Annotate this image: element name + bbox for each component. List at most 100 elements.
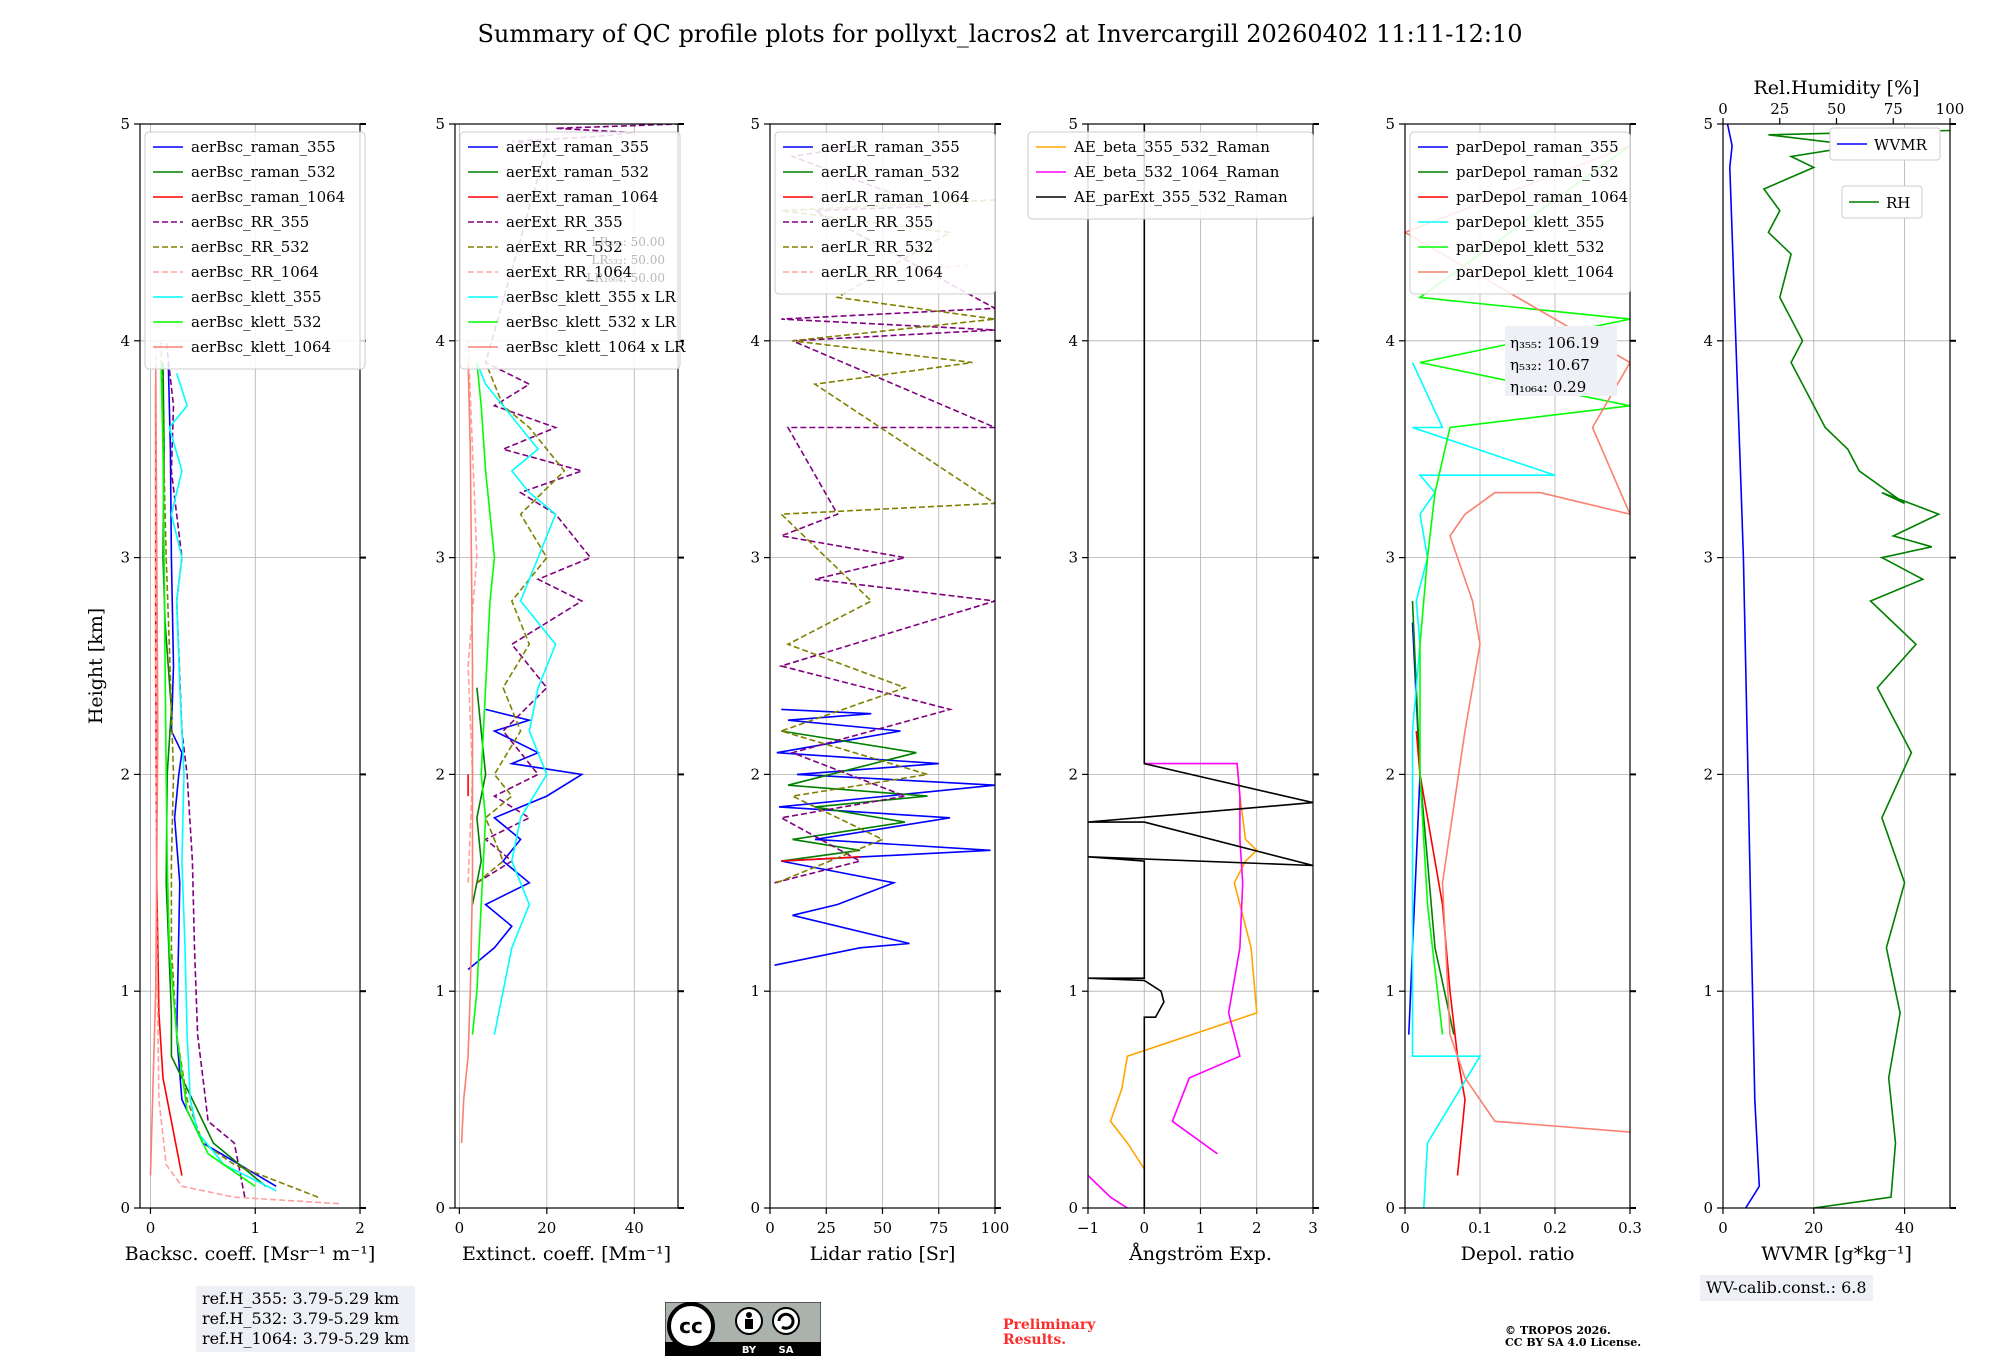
y-tick-label: 4 (120, 332, 130, 350)
legend-label: aerBsc_raman_532 (191, 163, 336, 181)
legend-box (459, 131, 681, 370)
figure-title: Summary of QC profile plots for pollyxt_… (477, 20, 1523, 48)
y-tick-label: 4 (435, 332, 445, 350)
series-parDepol_raman_355 (1408, 622, 1421, 1035)
x-tick-label: 20 (1804, 1219, 1823, 1237)
legend-label: aerExt_raman_532 (506, 163, 649, 181)
y-tick-label: 2 (435, 765, 445, 783)
y-tick-label: 5 (435, 115, 445, 133)
x-tick-label: 1 (250, 1219, 260, 1237)
eta-label: η₁₀₆₄: 0.29 (1510, 378, 1586, 396)
lr-label: LR₃₅₅: 50.00 (591, 235, 665, 249)
legend-label: aerBsc_klett_1064 (191, 338, 331, 356)
x-tick-label: −1 (1077, 1219, 1099, 1237)
series-parDepol_klett_532 (1417, 145, 1630, 1035)
y-tick-label: 3 (120, 549, 130, 567)
x-tick-label: 0.3 (1618, 1219, 1642, 1237)
legend-label: aerBsc_RR_1064 (191, 263, 319, 281)
series-aerLR_RR_532 (776, 199, 995, 884)
series-aerLR_raman_355 (774, 708, 995, 966)
x-tick-label: 3 (1308, 1219, 1318, 1237)
x2-axis-label: Rel.Humidity [%] (1753, 77, 1919, 99)
series-aerBsc_RR_1064 (154, 340, 340, 1205)
y-tick-label: 1 (120, 982, 130, 1000)
legend-label: aerLR_RR_532 (821, 238, 933, 256)
y-tick-label: 1 (1703, 982, 1713, 1000)
x-axis-label: Backsc. coeff. [Msr⁻¹ m⁻¹] (125, 1243, 376, 1265)
legend-label: aerLR_RR_355 (821, 213, 933, 231)
x-tick-label: 100 (981, 1219, 1010, 1237)
x-tick-label: 0 (146, 1219, 156, 1237)
y-tick-label: 5 (750, 115, 760, 133)
series-group (1405, 144, 1630, 1208)
y-tick-label: 3 (1703, 549, 1713, 567)
series-AE_tail (1088, 1174, 1128, 1208)
legend-label: aerBsc_raman_1064 (191, 188, 345, 206)
ref-height-1064: ref.H_1064: 3.79-5.29 km (202, 1329, 410, 1348)
legend-label: AE_beta_355_532_Raman (1073, 138, 1270, 156)
y-tick-label: 4 (1068, 332, 1078, 350)
x2-tick-label: 0 (1718, 100, 1728, 118)
y-tick-label: 3 (750, 549, 760, 567)
legend: aerBsc_raman_355 aerBsc_raman_532 aerBsc_r… (144, 131, 366, 370)
legend-label: aerLR_raman_532 (821, 163, 960, 181)
legend-label: aerLR_RR_1064 (821, 263, 943, 281)
y-tick-label: 0 (1703, 1199, 1713, 1217)
x-tick-label: 2 (355, 1219, 365, 1237)
y-tick-label: 2 (1068, 765, 1078, 783)
x-axis-label: Lidar ratio [Sr] (810, 1243, 956, 1265)
x-tick-label: 50 (873, 1219, 892, 1237)
panel-1: 0 1 2 3 4 5 0 1 2 Backsc. coeff. [Msr⁻¹ m⁻¹] Heigh… (85, 115, 375, 1265)
x-tick-label: 40 (1895, 1219, 1914, 1237)
legend-box (774, 131, 996, 295)
series-parDepol_klett_355 (1411, 362, 1556, 1208)
x-tick-label: 0 (1139, 1219, 1149, 1237)
ref-height-532: ref.H_532: 3.79-5.29 km (202, 1309, 400, 1328)
series-WVMR (1726, 124, 1761, 1208)
y-tick-label: 0 (1068, 1199, 1078, 1217)
series-aerLR_raman_1064 (781, 856, 861, 862)
preliminary-note: Preliminary Results. (1003, 1318, 1095, 1348)
axes-frame (1722, 123, 1951, 1209)
y-tick-label: 1 (750, 982, 760, 1000)
legend-label: parDepol_raman_532 (1456, 163, 1619, 181)
legend-label: aerBsc_raman_355 (191, 138, 336, 156)
y-tick-label: 1 (435, 982, 445, 1000)
series-AE_beta_355_532_Raman (1109, 763, 1258, 1170)
x-tick-label: 40 (625, 1219, 644, 1237)
series-AE_parExt_355_532_Raman (1088, 124, 1313, 1208)
series-parDepol_raman_532 (1411, 600, 1455, 1035)
legend: aerExt_raman_355 aerExt_raman_532 aerExt_r… (459, 131, 686, 370)
series-aerBsc_klett_1064 x LR (460, 362, 474, 1144)
series-aerBsc_raman_355 (167, 362, 277, 1187)
legend-label: aerBsc_RR_532 (191, 238, 309, 256)
axes-frame (454, 123, 679, 1209)
legend-box (1409, 131, 1631, 295)
y-tick-label: 2 (750, 765, 760, 783)
eta-box-bg (1505, 326, 1617, 396)
y-tick-label: 5 (1703, 115, 1713, 133)
legend-box (144, 131, 366, 370)
copyright-line-2: CC BY SA 4.0 License. (1505, 1336, 1642, 1349)
series-aerBsc_RR_532 (160, 340, 319, 1198)
eta-label: η₅₃₂: 10.67 (1510, 356, 1590, 374)
y-tick-label: 2 (1385, 765, 1395, 783)
eta-label: η₃₅₅: 106.19 (1510, 334, 1599, 352)
svg-text:cc: cc (679, 1314, 703, 1338)
series-parDepol_klett_1064 (1405, 144, 1630, 1133)
legend-label: parDepol_klett_355 (1456, 213, 1605, 231)
y-tick-label: 0 (1385, 1199, 1395, 1217)
legend-box (1841, 185, 1923, 219)
series-aerExt_raman_355 (467, 708, 585, 971)
legend-wvmr: WVMR (1829, 127, 1941, 161)
legend: AE_beta_355_532_Raman AE_beta_532_1064_Ra… (1027, 131, 1314, 220)
legend-label: aerBsc_klett_532 x LR (506, 313, 677, 331)
x2-tick-label: 50 (1827, 100, 1846, 118)
preliminary-line-1: Preliminary (1003, 1317, 1096, 1333)
x-tick-label: 0 (1718, 1219, 1728, 1237)
axes-frame (139, 123, 361, 1209)
legend: aerLR_raman_355 aerLR_raman_532 aerLR_rama… (774, 131, 996, 295)
y-tick-label: 3 (435, 549, 445, 567)
eta-box: η₃₅₅: 106.19 η₅₃₂: 10.67 η₁₀₆₄: 0.29 (1505, 326, 1617, 396)
